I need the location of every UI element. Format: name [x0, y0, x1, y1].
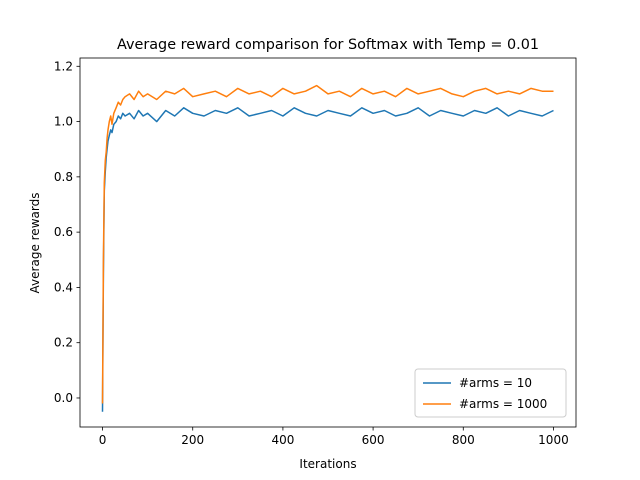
legend: #arms = 10 #arms = 1000 [414, 368, 567, 418]
y-tick-label: 0.4 [54, 280, 73, 294]
chart-title: Average reward comparison for Softmax wi… [117, 37, 539, 53]
y-axis-label: Average rewards [28, 193, 42, 294]
plot-area [101, 84, 554, 412]
y-tick-label: 1.2 [54, 59, 73, 73]
series-line-1 [101, 107, 554, 412]
x-axis-label: Iterations [299, 457, 356, 471]
axes: 0 200 400 600 800 1000 0.0 0.2 0.4 0.6 0.8 1.0 1.2 [54, 57, 577, 447]
y-tick-label: 1.0 [54, 115, 73, 129]
axes-frame [79, 57, 577, 428]
y-tick-label: 0.2 [54, 336, 73, 350]
x-tick-label: 200 [181, 433, 204, 447]
x-tick-label: 600 [362, 433, 385, 447]
y-tick-label: 0.0 [54, 391, 73, 405]
series-line-2 [101, 84, 554, 404]
x-tick-label: 1000 [538, 433, 569, 447]
y-tick-label: 0.6 [54, 225, 73, 239]
x-tick-label: 800 [452, 433, 475, 447]
legend-label-2: #arms = 1000 [459, 397, 547, 411]
y-tick-label: 0.8 [54, 170, 73, 184]
legend-label-1: #arms = 10 [459, 376, 532, 390]
legend-box [414, 368, 567, 418]
x-tick-label: 0 [99, 433, 107, 447]
x-tick-label: 400 [271, 433, 294, 447]
